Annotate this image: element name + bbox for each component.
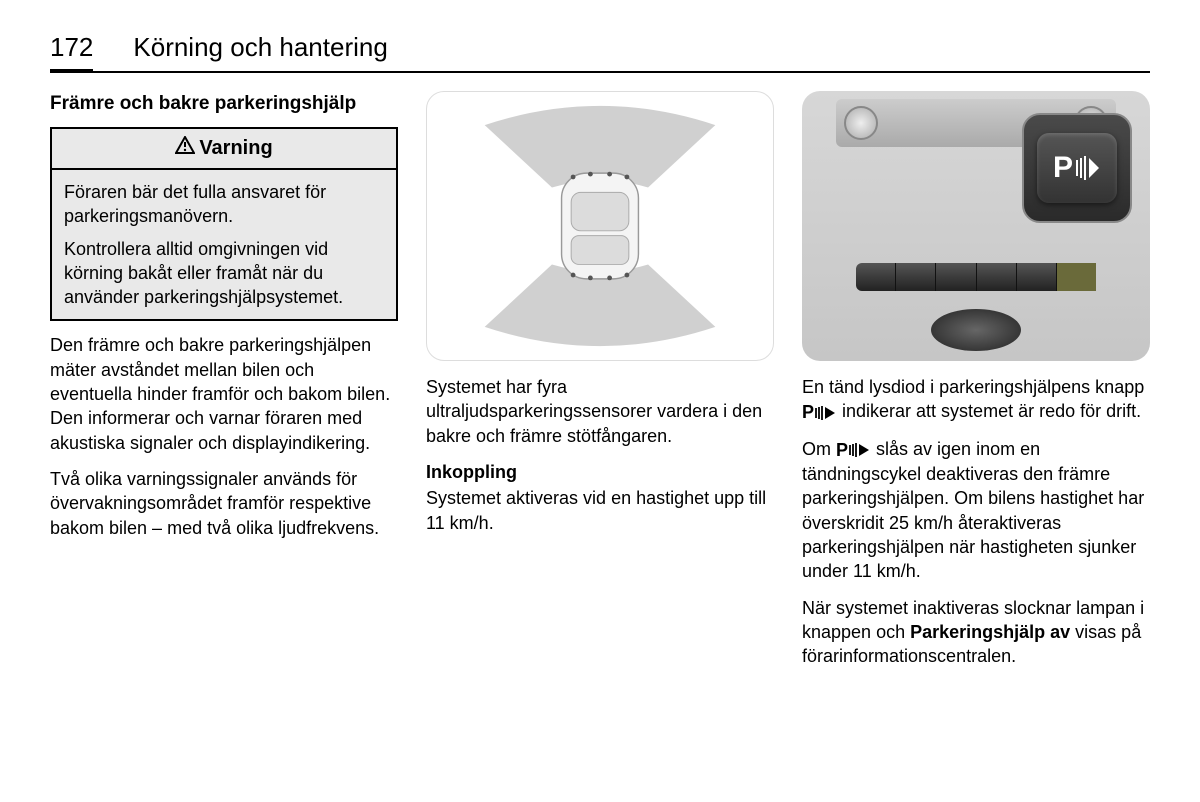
warning-header: Varning	[52, 129, 396, 170]
content-columns: Främre och bakre parkeringshjälp Varning…	[50, 91, 1150, 680]
figure-car-sensors	[426, 91, 774, 361]
console-button-row	[856, 263, 1096, 291]
column-1: Främre och bakre parkeringshjälp Varning…	[50, 91, 398, 680]
warning-text-1: Föraren bär det fulla ansvaret för parke…	[64, 180, 384, 229]
section-heading: Främre och bakre parkeringshjälp	[50, 91, 398, 117]
body-text: Om P slås av igen inom en tändningscykel…	[802, 437, 1150, 584]
console-knob	[931, 309, 1021, 351]
body-text: En tänd lysdiod i parkeringshjälpens kna…	[802, 375, 1150, 425]
page-number: 172	[50, 30, 93, 71]
subsection-heading: Inkoppling	[426, 460, 774, 484]
parking-symbol-icon: P	[836, 438, 871, 462]
climate-dial-left	[844, 106, 878, 140]
warning-label: Varning	[199, 137, 272, 159]
column-2: Systemet har fyra ultraljudsparkeringsse…	[426, 91, 774, 680]
car-top-view-icon	[427, 92, 773, 360]
text-fragment: indikerar att systemet är redo för drift…	[837, 401, 1141, 421]
figure-dashboard-button: P	[802, 91, 1150, 361]
warning-body: Föraren bär det fulla ansvaret för parke…	[52, 170, 396, 319]
warning-text-2: Kontrollera alltid omgivningen vid körni…	[64, 237, 384, 310]
parking-assist-button-icon: P	[1037, 133, 1117, 203]
body-text: Systemet aktiveras vid en hastighet upp …	[426, 486, 774, 535]
page-header: 172 Körning och hantering	[50, 30, 1150, 73]
body-text: Två olika varningssignaler används för ö…	[50, 467, 398, 540]
column-3: P En tänd lysdiod i parkeringshjälpens k…	[802, 91, 1150, 680]
text-fragment-bold: Parkeringshjälp av	[910, 622, 1070, 642]
warning-triangle-icon	[175, 135, 195, 162]
text-fragment: En tänd lysdiod i parkeringshjälpens kna…	[802, 377, 1144, 397]
page-title: Körning och hantering	[133, 30, 387, 65]
body-text: När systemet inaktiveras slocknar lampan…	[802, 596, 1150, 669]
body-text: Systemet har fyra ultraljudsparkeringsse…	[426, 375, 774, 448]
body-text: Den främre och bakre parkeringshjälpen m…	[50, 333, 398, 454]
warning-box: Varning Föraren bär det fulla ansvaret f…	[50, 127, 398, 322]
text-fragment: Om	[802, 439, 836, 459]
parking-button-callout: P	[1022, 113, 1132, 223]
parking-symbol-icon: P	[802, 400, 837, 424]
